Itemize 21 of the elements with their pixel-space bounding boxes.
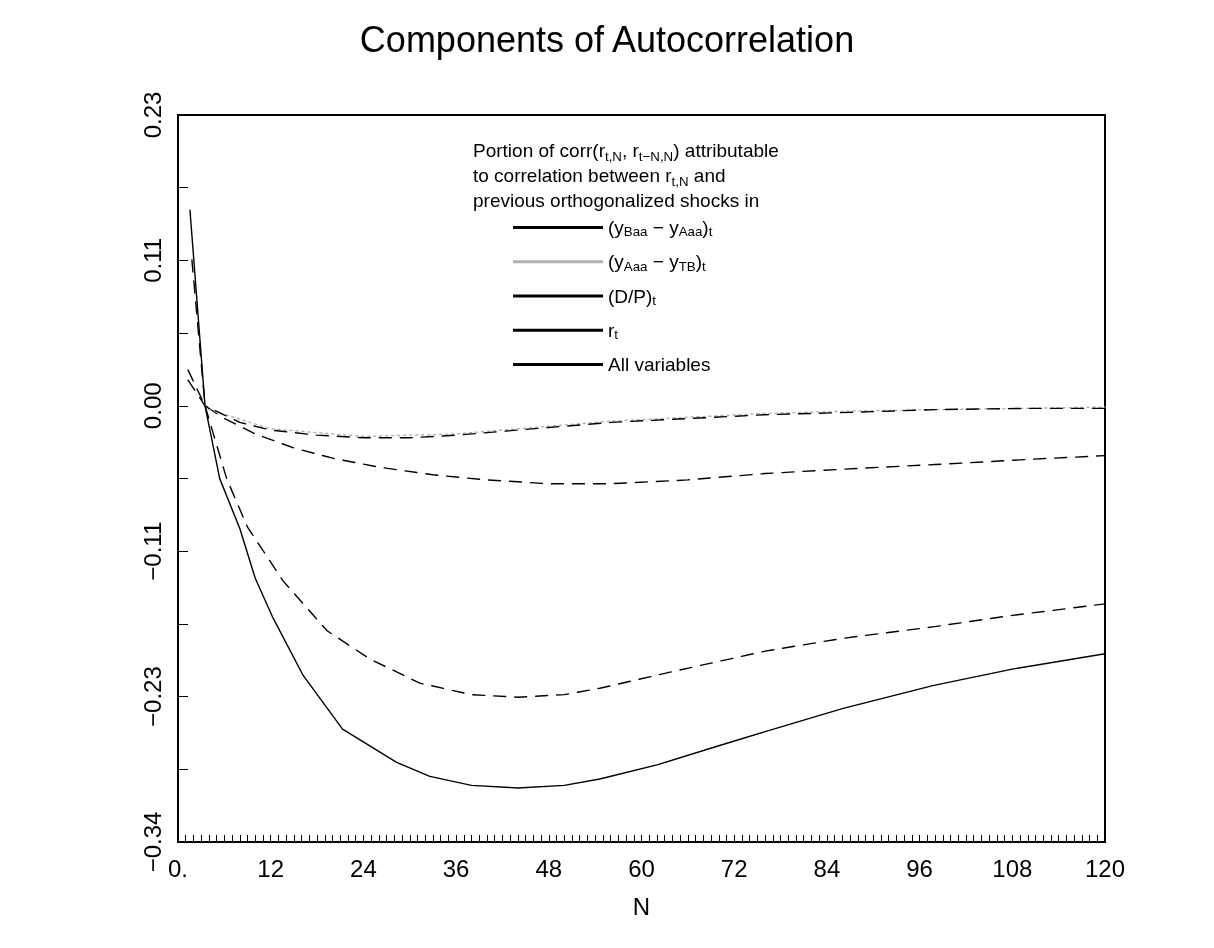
x-tick-label: 48 xyxy=(535,854,563,882)
x-tick-label: 84 xyxy=(813,854,841,882)
x-tick-label: 36 xyxy=(442,854,470,882)
x-tick-label: 120 xyxy=(1084,854,1126,882)
y-tick-label: −0.11 xyxy=(138,521,166,581)
y-tick-label: 0.11 xyxy=(138,237,166,283)
legend-label: All variables xyxy=(608,354,711,376)
y-tick-label: 0.23 xyxy=(138,91,166,139)
x-tick-label: 24 xyxy=(350,854,377,882)
chart-title: Components of Autocorrelation xyxy=(359,18,855,60)
x-tick-label: 96 xyxy=(906,854,933,882)
line-series xyxy=(208,406,1106,438)
y-tick-label: −0.34 xyxy=(138,811,166,873)
y-tick-label: −0.23 xyxy=(138,666,166,727)
x-tick-label: 60 xyxy=(628,854,655,882)
y-tick-label: 0.00 xyxy=(138,382,166,430)
x-tick-label: 0. xyxy=(167,854,189,882)
x-axis-title: N xyxy=(632,892,651,920)
x-tick-label: 72 xyxy=(720,854,748,882)
x-tick-label: 108 xyxy=(992,854,1033,882)
x-tick-label: 12 xyxy=(257,854,285,882)
